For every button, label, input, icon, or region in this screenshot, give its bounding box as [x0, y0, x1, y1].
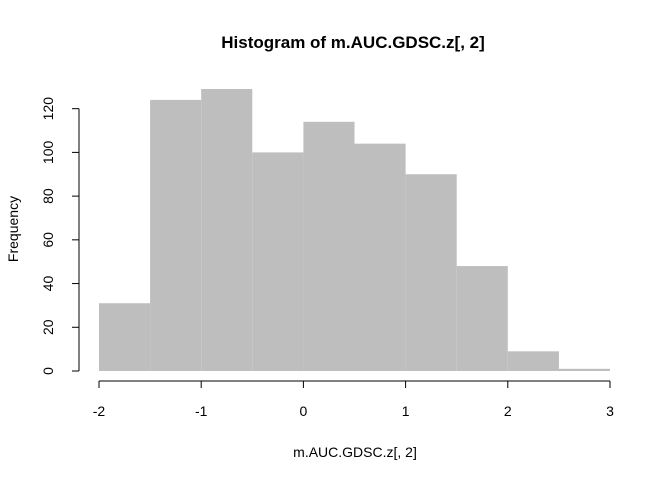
x-tick-label: 0 — [300, 403, 308, 419]
y-tick-label: 0 — [40, 367, 56, 375]
histogram-bar — [507, 351, 559, 371]
x-axis: -2 -1 0 1 2 3 — [93, 380, 614, 419]
histogram-bar — [354, 143, 406, 371]
y-axis-label: Frequency — [5, 196, 21, 262]
histogram-bar — [252, 152, 304, 371]
y-axis: 0 20 40 60 80 100 120 — [40, 97, 80, 375]
histogram-bar — [558, 368, 610, 371]
y-tick-label: 60 — [40, 232, 56, 248]
histogram-bar — [201, 89, 253, 371]
y-tick-label: 20 — [40, 319, 56, 335]
y-tick-label: 100 — [40, 141, 56, 165]
histogram-bar — [405, 174, 457, 371]
y-tick-label: 40 — [40, 276, 56, 292]
x-tick-label: -1 — [195, 403, 208, 419]
x-tick-label: 1 — [402, 403, 410, 419]
histogram-bar — [456, 266, 508, 371]
histogram-bar — [99, 303, 151, 371]
histogram-bar — [303, 121, 355, 371]
y-tick-label: 80 — [40, 188, 56, 204]
x-axis-label: m.AUC.GDSC.z[, 2] — [293, 444, 417, 460]
bars-group — [99, 89, 610, 371]
x-tick-label: -2 — [93, 403, 106, 419]
chart-title: Histogram of m.AUC.GDSC.z[, 2] — [221, 33, 485, 52]
x-tick-label: 3 — [606, 403, 614, 419]
histogram-bar — [150, 99, 202, 371]
y-tick-label: 120 — [40, 97, 56, 121]
x-tick-label: 2 — [504, 403, 512, 419]
